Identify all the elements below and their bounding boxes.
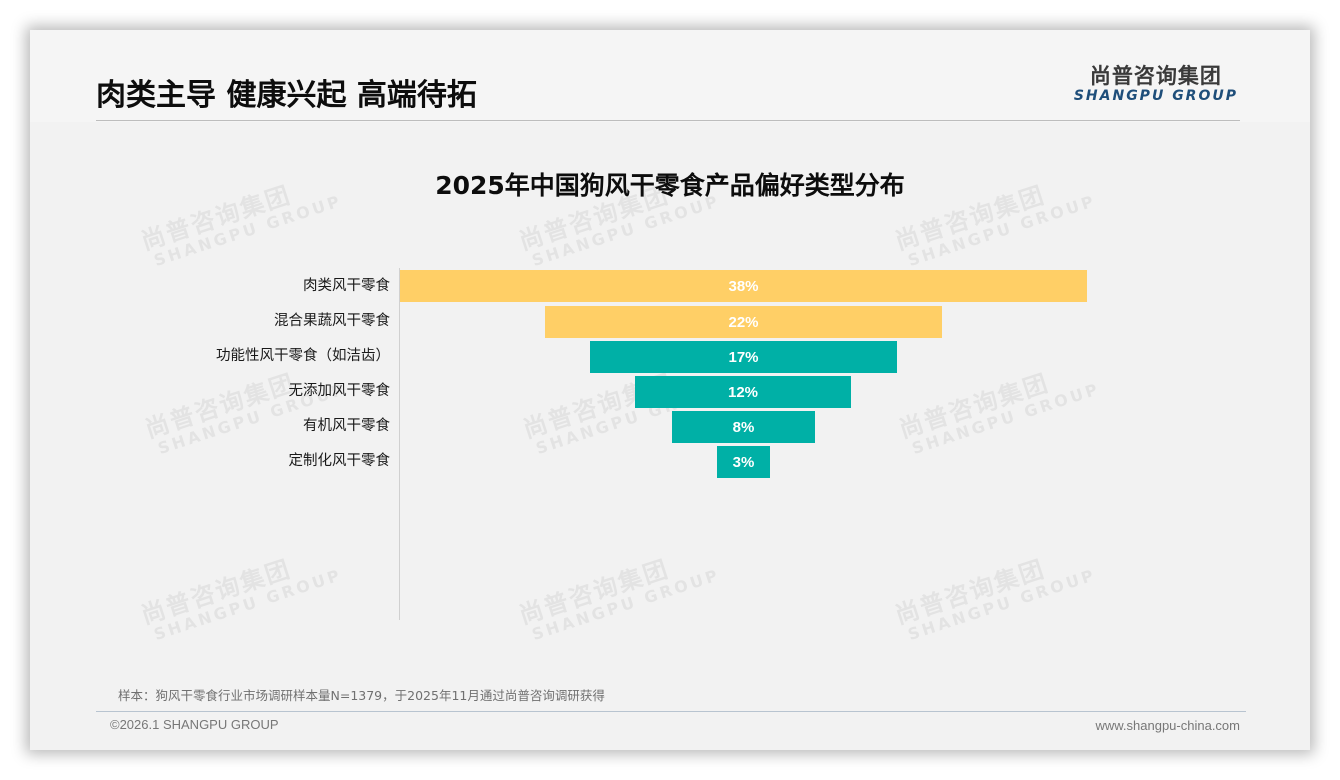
bar-value-label: 12% [727, 383, 759, 401]
category-axis-line [399, 268, 400, 620]
funnel-bar: 12% [635, 376, 851, 408]
watermark: 尚普咨询集团 SHANGPU GROUP [515, 554, 723, 644]
website-link[interactable]: www.shangpu-china.com [1095, 718, 1240, 733]
bar-value-label: 22% [728, 313, 759, 331]
copyright-text: ©2026.1 SHANGPU GROUP [110, 717, 279, 732]
chart-title: 2025年中国狗风干零食产品偏好类型分布 [435, 171, 905, 200]
category-label: 混合果蔬风干零食 [274, 313, 390, 329]
bar-value-label: 8% [732, 418, 755, 436]
funnel-bar: 38% [400, 270, 1087, 302]
category-label: 肉类风干零食 [303, 278, 390, 294]
bar-value-label: 17% [728, 348, 759, 366]
logo-cn-text: 尚普咨询集团 [1089, 64, 1222, 88]
source-note: 样本：狗风干零食行业市场调研样本量N=1379，于2025年11月通过尚普咨询调… [118, 688, 605, 703]
funnel-bar: 8% [672, 411, 815, 443]
bar-value-label: 3% [732, 453, 755, 471]
category-label: 定制化风干零食 [288, 453, 391, 469]
logo-en-text: SHANGPU GROUP [1073, 88, 1238, 104]
category-label: 有机风干零食 [303, 418, 390, 434]
watermark: 尚普咨询集团 SHANGPU GROUP [895, 368, 1103, 458]
header-divider [96, 120, 1240, 121]
funnel-bar: 3% [717, 446, 770, 478]
company-logo: 尚普咨询集团 SHANGPU GROUP [1074, 64, 1238, 104]
page-headline: 肉类主导 健康兴起 高端待拓 [96, 78, 477, 113]
slide: 尚普咨询集团 SHANGPU GROUP 尚普咨询集团 SHANGPU GROU… [30, 30, 1310, 750]
funnel-bar: 17% [590, 341, 897, 373]
category-label: 功能性风干零食（如洁齿） [216, 348, 390, 364]
funnel-bar: 22% [545, 306, 942, 338]
header-band [30, 30, 1310, 122]
bar-value-label: 38% [728, 277, 759, 295]
category-label: 无添加风干零食 [288, 383, 391, 399]
watermark: 尚普咨询集团 SHANGPU GROUP [137, 554, 345, 644]
watermark: 尚普咨询集团 SHANGPU GROUP [891, 554, 1099, 644]
footer-divider [96, 711, 1246, 712]
watermark: 尚普咨询集团 SHANGPU GROUP [141, 368, 349, 458]
